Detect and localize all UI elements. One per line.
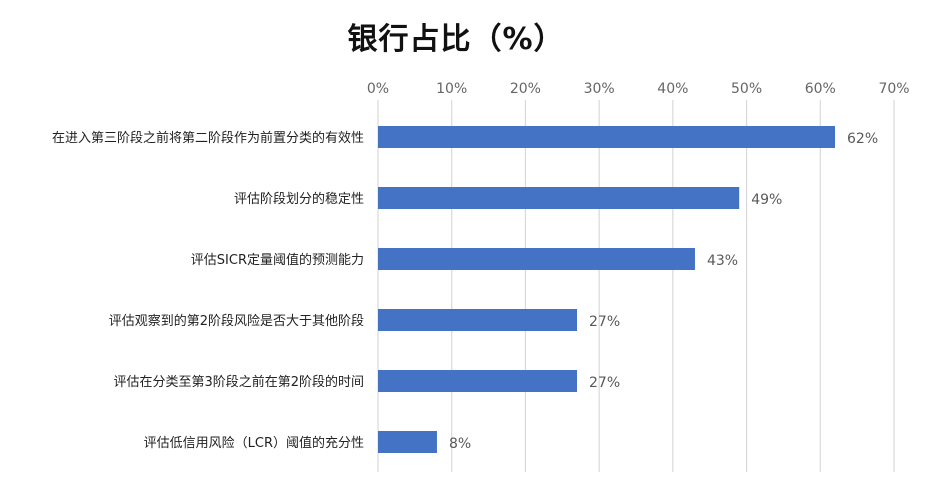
bar — [378, 370, 578, 392]
bar — [378, 309, 578, 331]
x-tick-label: 20% — [510, 81, 541, 97]
chart-title: 银行占比（%） — [347, 22, 565, 57]
data-label: 62% — [847, 131, 878, 147]
bar — [378, 248, 695, 270]
category-label: 评估观察到的第2阶段风险是否大于其他阶段 — [109, 313, 364, 329]
x-tick-label: 50% — [731, 81, 762, 97]
bar — [378, 431, 437, 453]
category-labels: 在进入第三阶段之前将第二阶段作为前置分类的有效性评估阶段划分的稳定性评估SICR… — [52, 130, 364, 451]
gridlines — [377, 100, 895, 472]
x-tick-label: 40% — [657, 81, 688, 97]
category-label: 在进入第三阶段之前将第二阶段作为前置分类的有效性 — [52, 130, 364, 146]
data-label: 49% — [751, 192, 782, 208]
category-label: 评估SICR定量阈值的预测能力 — [191, 252, 364, 268]
data-label: 8% — [449, 436, 471, 452]
data-label: 27% — [589, 375, 620, 391]
bars — [378, 126, 836, 453]
x-axis-ticks: 0% 10% 20% 30% 40% 50% 60% 70% — [367, 81, 910, 97]
data-label: 43% — [707, 253, 738, 269]
category-label: 评估低信用风险（LCR）阈值的充分性 — [144, 435, 364, 451]
x-tick-label: 70% — [878, 81, 909, 97]
data-labels: 62% 49% 43% 27% 27% 8% — [449, 131, 878, 452]
x-tick-label: 0% — [367, 81, 389, 97]
x-tick-label: 30% — [584, 81, 615, 97]
bar — [378, 187, 740, 209]
x-tick-label: 10% — [436, 81, 467, 97]
x-tick-label: 60% — [805, 81, 836, 97]
category-label: 评估在分类至第3阶段之前在第2阶段的时间 — [113, 374, 364, 390]
bar — [378, 126, 836, 148]
category-label: 评估阶段划分的稳定性 — [234, 191, 364, 207]
data-label: 27% — [589, 314, 620, 330]
